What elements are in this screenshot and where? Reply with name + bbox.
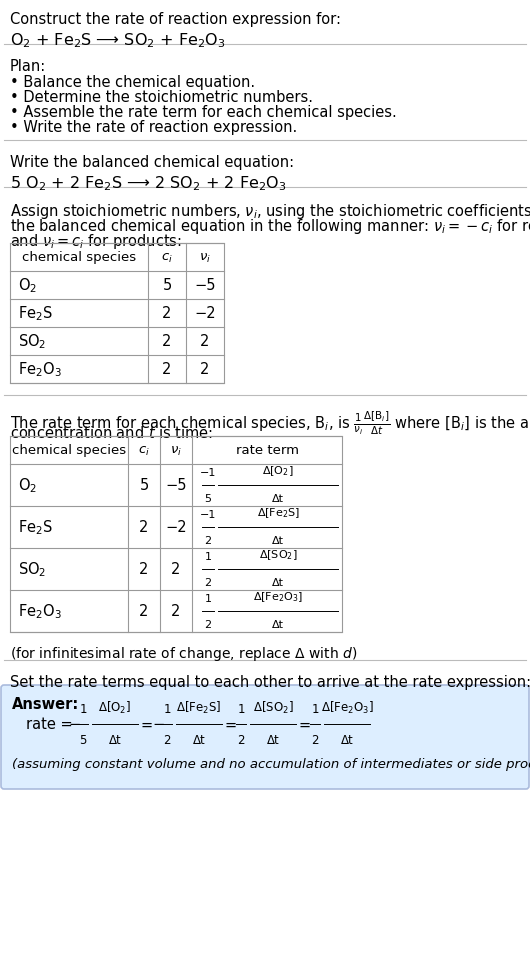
- Text: Δ[Fe$_2$S]: Δ[Fe$_2$S]: [176, 700, 222, 715]
- Text: $c_i$: $c_i$: [161, 251, 173, 265]
- Text: • Write the rate of reaction expression.: • Write the rate of reaction expression.: [10, 120, 297, 135]
- Text: 5: 5: [205, 493, 211, 503]
- Bar: [10, 243, 224, 384]
- Text: $\nu_i$: $\nu_i$: [170, 444, 182, 457]
- Bar: [10, 243, 224, 384]
- Text: Δ[O$_2$]: Δ[O$_2$]: [262, 464, 294, 478]
- Text: rate =: rate =: [26, 717, 77, 732]
- Text: Assign stoichiometric numbers, $\nu_i$, using the stoichiometric coefficients, $: Assign stoichiometric numbers, $\nu_i$, …: [10, 202, 530, 221]
- Text: • Determine the stoichiometric numbers.: • Determine the stoichiometric numbers.: [10, 90, 313, 105]
- Text: Δt: Δt: [272, 535, 284, 545]
- Text: 5: 5: [80, 734, 87, 746]
- Text: Δ[Fe$_2$O$_3$]: Δ[Fe$_2$O$_3$]: [321, 700, 373, 715]
- Text: 1: 1: [205, 551, 211, 562]
- Text: SO$_2$: SO$_2$: [18, 560, 46, 578]
- Text: 2: 2: [200, 362, 210, 377]
- Text: Fe$_2$S: Fe$_2$S: [18, 518, 53, 536]
- Text: Δt: Δt: [267, 734, 279, 746]
- Text: 1: 1: [205, 593, 211, 604]
- Bar: [10, 437, 342, 632]
- Text: Plan:: Plan:: [10, 59, 46, 74]
- Text: Δt: Δt: [272, 619, 284, 629]
- Text: =: =: [224, 717, 236, 732]
- Text: 2: 2: [162, 362, 172, 377]
- Text: Δt: Δt: [109, 734, 121, 746]
- Text: 2: 2: [237, 734, 245, 746]
- Text: Δ[Fe$_2$S]: Δ[Fe$_2$S]: [257, 506, 299, 520]
- Text: Fe$_2$O$_3$: Fe$_2$O$_3$: [18, 602, 62, 620]
- Text: −1: −1: [200, 509, 216, 520]
- Text: −: −: [152, 717, 164, 732]
- Text: rate term: rate term: [235, 444, 298, 457]
- Text: (for infinitesimal rate of change, replace Δ with $d$): (for infinitesimal rate of change, repla…: [10, 645, 357, 662]
- Text: 2: 2: [163, 734, 171, 746]
- Text: Construct the rate of reaction expression for:: Construct the rate of reaction expressio…: [10, 12, 341, 27]
- Text: 1: 1: [80, 702, 87, 715]
- Text: 2: 2: [139, 604, 149, 618]
- Text: Fe$_2$O$_3$: Fe$_2$O$_3$: [18, 361, 62, 379]
- Text: 5: 5: [139, 478, 148, 493]
- Text: • Balance the chemical equation.: • Balance the chemical equation.: [10, 75, 255, 90]
- Text: Δ[O$_2$]: Δ[O$_2$]: [99, 700, 131, 715]
- Text: 2: 2: [171, 562, 181, 576]
- Text: Answer:: Answer:: [12, 697, 80, 711]
- Text: Set the rate terms equal to each other to arrive at the rate expression:: Set the rate terms equal to each other t…: [10, 674, 530, 690]
- Text: and $\nu_i = c_i$ for products:: and $\nu_i = c_i$ for products:: [10, 232, 182, 251]
- Text: the balanced chemical equation in the following manner: $\nu_i = -c_i$ for react: the balanced chemical equation in the fo…: [10, 217, 530, 235]
- Text: Δt: Δt: [272, 577, 284, 587]
- Text: 2: 2: [139, 520, 149, 535]
- Text: O$_2$ + Fe$_2$S ⟶ SO$_2$ + Fe$_2$O$_3$: O$_2$ + Fe$_2$S ⟶ SO$_2$ + Fe$_2$O$_3$: [10, 31, 226, 50]
- Text: chemical species: chemical species: [22, 251, 136, 264]
- Text: 5: 5: [162, 278, 172, 293]
- Text: concentration and $t$ is time:: concentration and $t$ is time:: [10, 425, 213, 441]
- Text: −2: −2: [194, 306, 216, 321]
- Text: 2: 2: [200, 334, 210, 349]
- Text: −5: −5: [195, 278, 216, 293]
- Text: =: =: [298, 717, 310, 732]
- FancyBboxPatch shape: [1, 685, 529, 789]
- Text: The rate term for each chemical species, B$_i$, is $\frac{1}{\nu_i}\frac{\Delta[: The rate term for each chemical species,…: [10, 409, 530, 437]
- Text: Δ[SO$_2$]: Δ[SO$_2$]: [253, 700, 293, 715]
- Text: O$_2$: O$_2$: [18, 276, 37, 295]
- Text: (assuming constant volume and no accumulation of intermediates or side products): (assuming constant volume and no accumul…: [12, 757, 530, 770]
- Text: O$_2$: O$_2$: [18, 476, 37, 494]
- Text: 2: 2: [205, 619, 211, 629]
- Text: 1: 1: [311, 702, 319, 715]
- Text: −: −: [68, 717, 80, 732]
- Text: Δt: Δt: [192, 734, 206, 746]
- Text: −1: −1: [200, 468, 216, 478]
- Text: Fe$_2$S: Fe$_2$S: [18, 305, 53, 323]
- Text: $\nu_i$: $\nu_i$: [199, 251, 211, 265]
- Text: • Assemble the rate term for each chemical species.: • Assemble the rate term for each chemic…: [10, 105, 397, 120]
- Text: Δ[Fe$_2$O$_3$]: Δ[Fe$_2$O$_3$]: [253, 589, 303, 604]
- Bar: [10, 437, 342, 632]
- Text: 2: 2: [171, 604, 181, 618]
- Text: chemical species: chemical species: [12, 444, 126, 457]
- Text: Δ[SO$_2$]: Δ[SO$_2$]: [259, 548, 297, 562]
- Text: SO$_2$: SO$_2$: [18, 332, 46, 351]
- Text: 2: 2: [311, 734, 319, 746]
- Text: 2: 2: [205, 577, 211, 587]
- Text: 1: 1: [237, 702, 245, 715]
- Text: 2: 2: [139, 562, 149, 576]
- Text: 1: 1: [163, 702, 171, 715]
- Text: $c_i$: $c_i$: [138, 444, 150, 457]
- Text: Δt: Δt: [341, 734, 354, 746]
- Text: =: =: [140, 717, 152, 732]
- Text: 2: 2: [162, 334, 172, 349]
- Text: 5 O$_2$ + 2 Fe$_2$S ⟶ 2 SO$_2$ + 2 Fe$_2$O$_3$: 5 O$_2$ + 2 Fe$_2$S ⟶ 2 SO$_2$ + 2 Fe$_2…: [10, 174, 287, 192]
- Text: −2: −2: [165, 520, 187, 535]
- Text: 2: 2: [205, 535, 211, 545]
- Text: −5: −5: [165, 478, 187, 493]
- Text: 2: 2: [162, 306, 172, 321]
- Text: Δt: Δt: [272, 493, 284, 503]
- Text: Write the balanced chemical equation:: Write the balanced chemical equation:: [10, 154, 294, 170]
